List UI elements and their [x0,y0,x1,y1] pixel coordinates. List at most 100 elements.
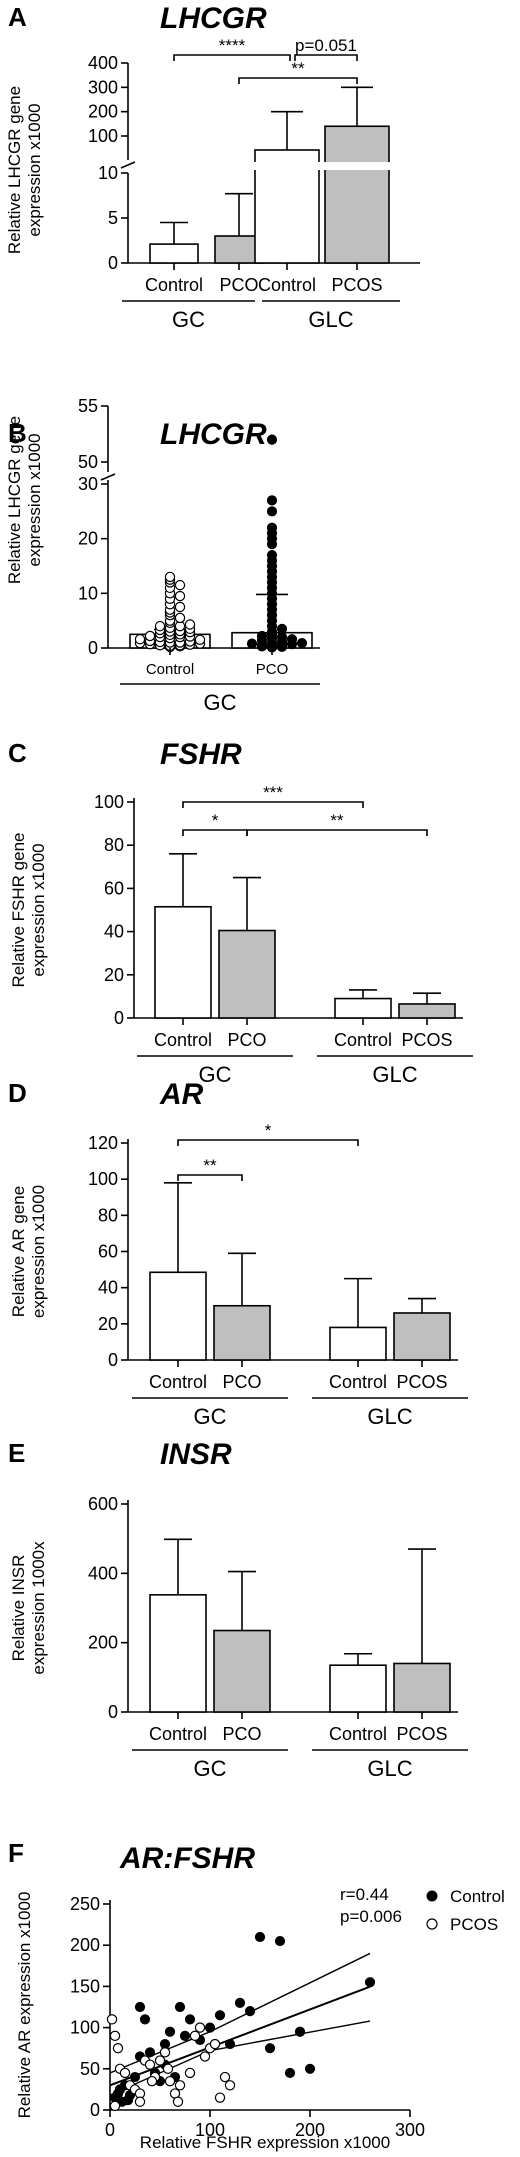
bar [154,905,212,1019]
data-point [106,2014,118,2025]
y-axis-label-line: expression x1000 [29,843,48,976]
significance-annotation: *** [182,783,364,808]
y-tick-label: 0 [108,1702,118,1722]
x-tick-label: 300 [395,2120,425,2140]
significance-label: **** [219,36,246,55]
bar [329,1664,387,1713]
y-tick-label: 100 [88,1169,118,1189]
data-point [162,2063,174,2074]
significance-label: ** [330,811,344,830]
category-label: PCO [227,1030,266,1050]
data-point [246,638,258,649]
data-point [174,579,186,591]
x-tick-label: 100 [195,2120,225,2140]
y-tick-label: 600 [88,1494,118,1514]
y-tick-label: 150 [70,1976,100,1996]
significance-annotation: p=0.051 [294,36,358,61]
data-point [266,506,278,517]
group-label-glc: GLC [367,1404,412,1429]
y-tick-label: 120 [88,1133,118,1153]
group-label-gc: GC [172,307,205,332]
category-label: PCOS [401,1030,452,1050]
chart-title: AR:FSHR [119,1842,255,1875]
data-point [144,2059,156,2070]
data-point [109,2030,121,2042]
significance-bracket-line [177,1139,359,1146]
bar [398,1003,456,1019]
group-label-gc: GC [199,1062,232,1087]
axis-break-gap [321,162,393,170]
category-label: PCOS [331,275,382,295]
bar [213,1304,271,1361]
category-label: PCO [222,1372,261,1392]
panel-letter: B [8,418,27,448]
y-tick-label: 100 [88,126,118,146]
bar [334,997,392,1019]
category-label: Control [258,275,316,295]
group-label-gc: GC [194,1756,227,1781]
data-point [134,2096,146,2107]
data-point [194,634,206,646]
data-point [174,2080,186,2091]
data-point [266,549,278,561]
y-axis-label-line: expression x1000 [25,103,44,236]
significance-annotation: **** [173,36,291,61]
data-point [129,2071,141,2083]
panel-letter: A [8,2,27,32]
data-point [214,2092,226,2103]
y-tick-label: 200 [88,102,118,122]
panel-letter: C [8,738,27,768]
y-tick-label: 40 [98,1278,118,1298]
chart-title: AR [159,1078,204,1111]
bar [149,1271,207,1361]
y-tick-label: 10 [78,583,98,603]
data-point [134,2001,146,2013]
y-axis-label-line: Relative INSR [9,1555,28,1662]
bar [393,1662,451,1713]
data-point [296,637,308,649]
y-tick-label: 40 [104,922,124,942]
y-tick-label: 100 [70,2018,100,2038]
y-axis-label: Relative INSRexpression 1000x [9,1541,48,1675]
x-axis-label: Relative FSHR expression x1000 [140,2133,390,2152]
y-axis-label-line: expression x1000 [29,1185,48,1318]
legend-marker-control [426,1890,438,1902]
data-point [304,2063,316,2074]
y-axis-label-line: expression 1000x [29,1541,48,1675]
data-point [109,2100,121,2112]
y-tick-label: 0 [108,1350,118,1370]
data-point [144,2047,156,2058]
bar [213,1629,271,1713]
legend-label-control: Control [450,1887,505,1906]
data-point [174,590,186,602]
y-tick-label: 30 [78,474,98,494]
y-tick-label: 0 [90,2100,100,2120]
y-axis-label: Relative LHCGR geneexpression x1000 [5,416,44,584]
category-label: PCO [222,1724,261,1744]
chart-title: INSR [160,1438,232,1471]
data-point [112,2042,124,2054]
chart-title: LHCGR [160,2,267,35]
significance-bracket-line [294,54,358,61]
category-label: PCO [219,275,258,295]
data-point [274,1935,286,1947]
chart-title: LHCGR [160,418,267,451]
significance-label: * [265,1121,272,1140]
y-tick-label: 80 [104,835,124,855]
data-point [139,2014,151,2025]
group-label-gc: GC [194,1404,227,1429]
significance-bracket-line [246,829,428,836]
category-label: Control [334,1030,392,1050]
data-point [294,2026,306,2037]
data-point [256,630,268,642]
data-point [164,2075,176,2087]
data-point [179,2030,191,2041]
y-tick-label: 60 [104,878,124,898]
bar [149,1594,207,1713]
x-tick-label: 0 [105,2120,115,2140]
x-tick-label: 200 [295,2120,325,2140]
y-axis-label-line: Relative AR gene [9,1186,28,1317]
category-label: Control [146,661,194,678]
significance-bracket-line [177,1174,243,1181]
data-point [154,2055,166,2066]
